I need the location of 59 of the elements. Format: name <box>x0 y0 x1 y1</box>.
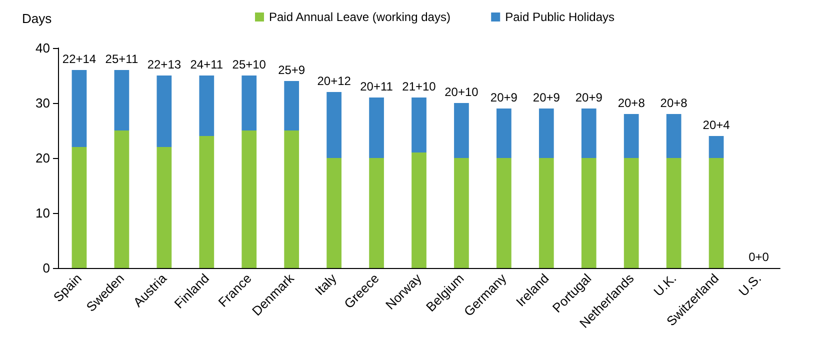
bar <box>369 158 384 268</box>
bar <box>326 92 342 158</box>
total-label: 25+11 <box>105 52 138 66</box>
y-tick-label: 10 <box>36 206 50 220</box>
total-label: 20+8 <box>618 96 646 110</box>
y-tick-label: 20 <box>36 150 50 166</box>
bar <box>496 158 512 268</box>
total-label: 22+14 <box>62 52 96 66</box>
bar <box>72 70 87 147</box>
bar <box>284 81 300 130</box>
y-tick-label: 40 <box>36 40 50 56</box>
bar <box>708 136 724 158</box>
total-label: 20+8 <box>660 96 688 110</box>
legend-label: Paid Public Holidays <box>505 10 614 24</box>
total-label: 25+9 <box>278 63 306 77</box>
bar <box>199 136 214 268</box>
bar <box>708 158 724 268</box>
legend-label: Paid Annual Leave (working days) <box>269 10 450 24</box>
bar <box>284 130 300 268</box>
bar <box>496 108 512 158</box>
total-label: 25+10 <box>232 58 266 72</box>
bar <box>538 108 554 158</box>
total-label: 24+11 <box>190 58 224 72</box>
total-label: 20+4 <box>702 118 730 132</box>
total-label: 20+11 <box>360 80 394 94</box>
bar <box>114 70 130 130</box>
x-tick-label: Italy <box>312 270 340 298</box>
bar <box>199 76 214 136</box>
bar <box>538 158 554 268</box>
bar <box>242 76 257 130</box>
bar <box>242 130 257 268</box>
total-label: 20+9 <box>532 90 560 104</box>
x-tick-label: U.S. <box>736 270 764 300</box>
bar <box>624 158 639 268</box>
bar <box>624 114 639 158</box>
y-axis-title: Days <box>22 11 52 26</box>
total-label: 20+10 <box>444 85 479 99</box>
y-tick-label: 0 <box>42 260 50 276</box>
bar <box>412 152 426 268</box>
bar <box>454 103 469 158</box>
bar <box>666 158 682 268</box>
total-label: 20+12 <box>317 74 352 88</box>
bar <box>156 147 172 268</box>
bar <box>581 108 596 158</box>
total-label: 20+9 <box>575 90 603 104</box>
bar <box>666 114 682 158</box>
bar <box>454 158 469 268</box>
total-label: 22+13 <box>147 58 182 72</box>
bar <box>412 98 426 152</box>
bar <box>114 130 130 268</box>
bar <box>369 98 384 158</box>
total-label: 0+0 <box>748 250 770 264</box>
bar <box>326 158 342 268</box>
total-label: 20+9 <box>490 90 518 104</box>
bar <box>156 76 172 147</box>
total-label: 21+10 <box>402 80 436 94</box>
y-tick-label: 30 <box>36 96 50 110</box>
bar <box>581 158 596 268</box>
bar <box>72 147 87 268</box>
